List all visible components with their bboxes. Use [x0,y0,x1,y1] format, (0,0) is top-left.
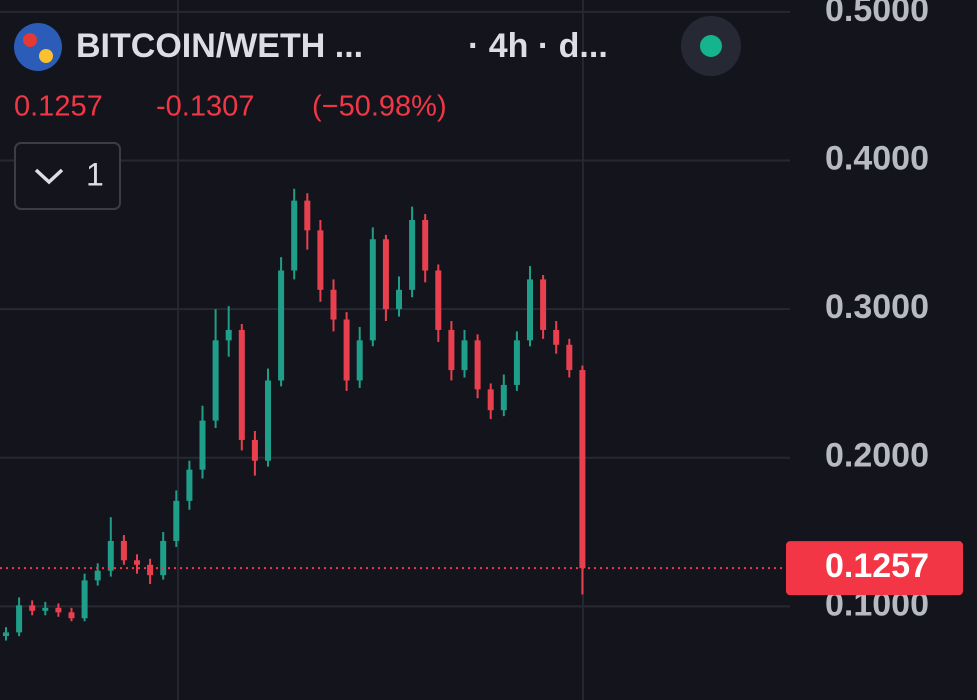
status-dot [700,35,722,57]
candle-body [238,329,245,440]
candle-body [553,329,560,345]
candle-body [278,270,285,381]
candle-body [3,632,9,637]
candle-body [343,319,350,381]
candle-body [422,219,429,271]
candle-body [199,420,206,470]
candle-body [540,279,547,330]
indicators-toggle[interactable] [14,142,121,210]
candle-body [16,605,23,633]
chevron-icon [34,168,64,185]
candle-body [382,239,389,310]
candle-body [186,469,193,501]
candle-body [317,230,324,290]
candle-body [94,570,101,581]
candle-body [55,607,62,613]
interval: · 4h · d... [468,27,608,65]
change-percent: (−50.98%) [312,91,447,123]
candle-body [265,380,271,461]
candle-body [291,200,298,271]
candle-body [160,540,167,576]
candle-body [579,370,586,569]
candle-body [513,340,520,385]
candle-body [225,329,232,341]
symbol-icon [14,23,62,71]
candle-body [107,540,114,571]
candle-body [42,607,49,611]
candle-body [409,219,416,290]
candle-body [487,389,494,411]
candle-body [212,340,219,421]
candle-body [566,344,573,371]
last-price: 0.1257 [14,91,103,123]
candle-body [251,439,258,461]
header: BITCOIN/WETH ... · 4h · d... 0.1257 -0.1… [14,16,741,210]
y-tick-label: 0.4000 [825,139,929,177]
last-price-box [786,541,963,596]
candle-body [356,340,363,381]
candle-body [527,279,533,341]
candle-body [147,564,154,576]
candle-body [435,270,442,330]
y-tick-label: 0.3000 [825,288,929,326]
candle-body [173,500,180,541]
candle-body [500,384,507,411]
candle-body [448,329,455,371]
candle-body [330,289,337,320]
last-price-label: 0.1257 [825,547,929,585]
symbol-title: BITCOIN/WETH ... [76,27,363,65]
candle-body [304,200,311,231]
candle-body [474,340,481,390]
candle-body [68,612,75,619]
symbol-icon-detail [23,33,37,47]
y-tick-label: 0.2000 [825,437,929,475]
candle-body [396,289,402,310]
indicators-count: 1 [86,156,104,192]
candle-body [461,340,468,371]
candle-body [134,560,140,565]
candle-body [29,605,36,611]
symbol-icon-detail [39,49,53,63]
candle-body [81,580,88,619]
candle-body [120,540,127,561]
change: -0.1307 [156,91,254,123]
y-tick-label: 0.5000 [825,0,929,29]
candle-body [369,239,376,341]
